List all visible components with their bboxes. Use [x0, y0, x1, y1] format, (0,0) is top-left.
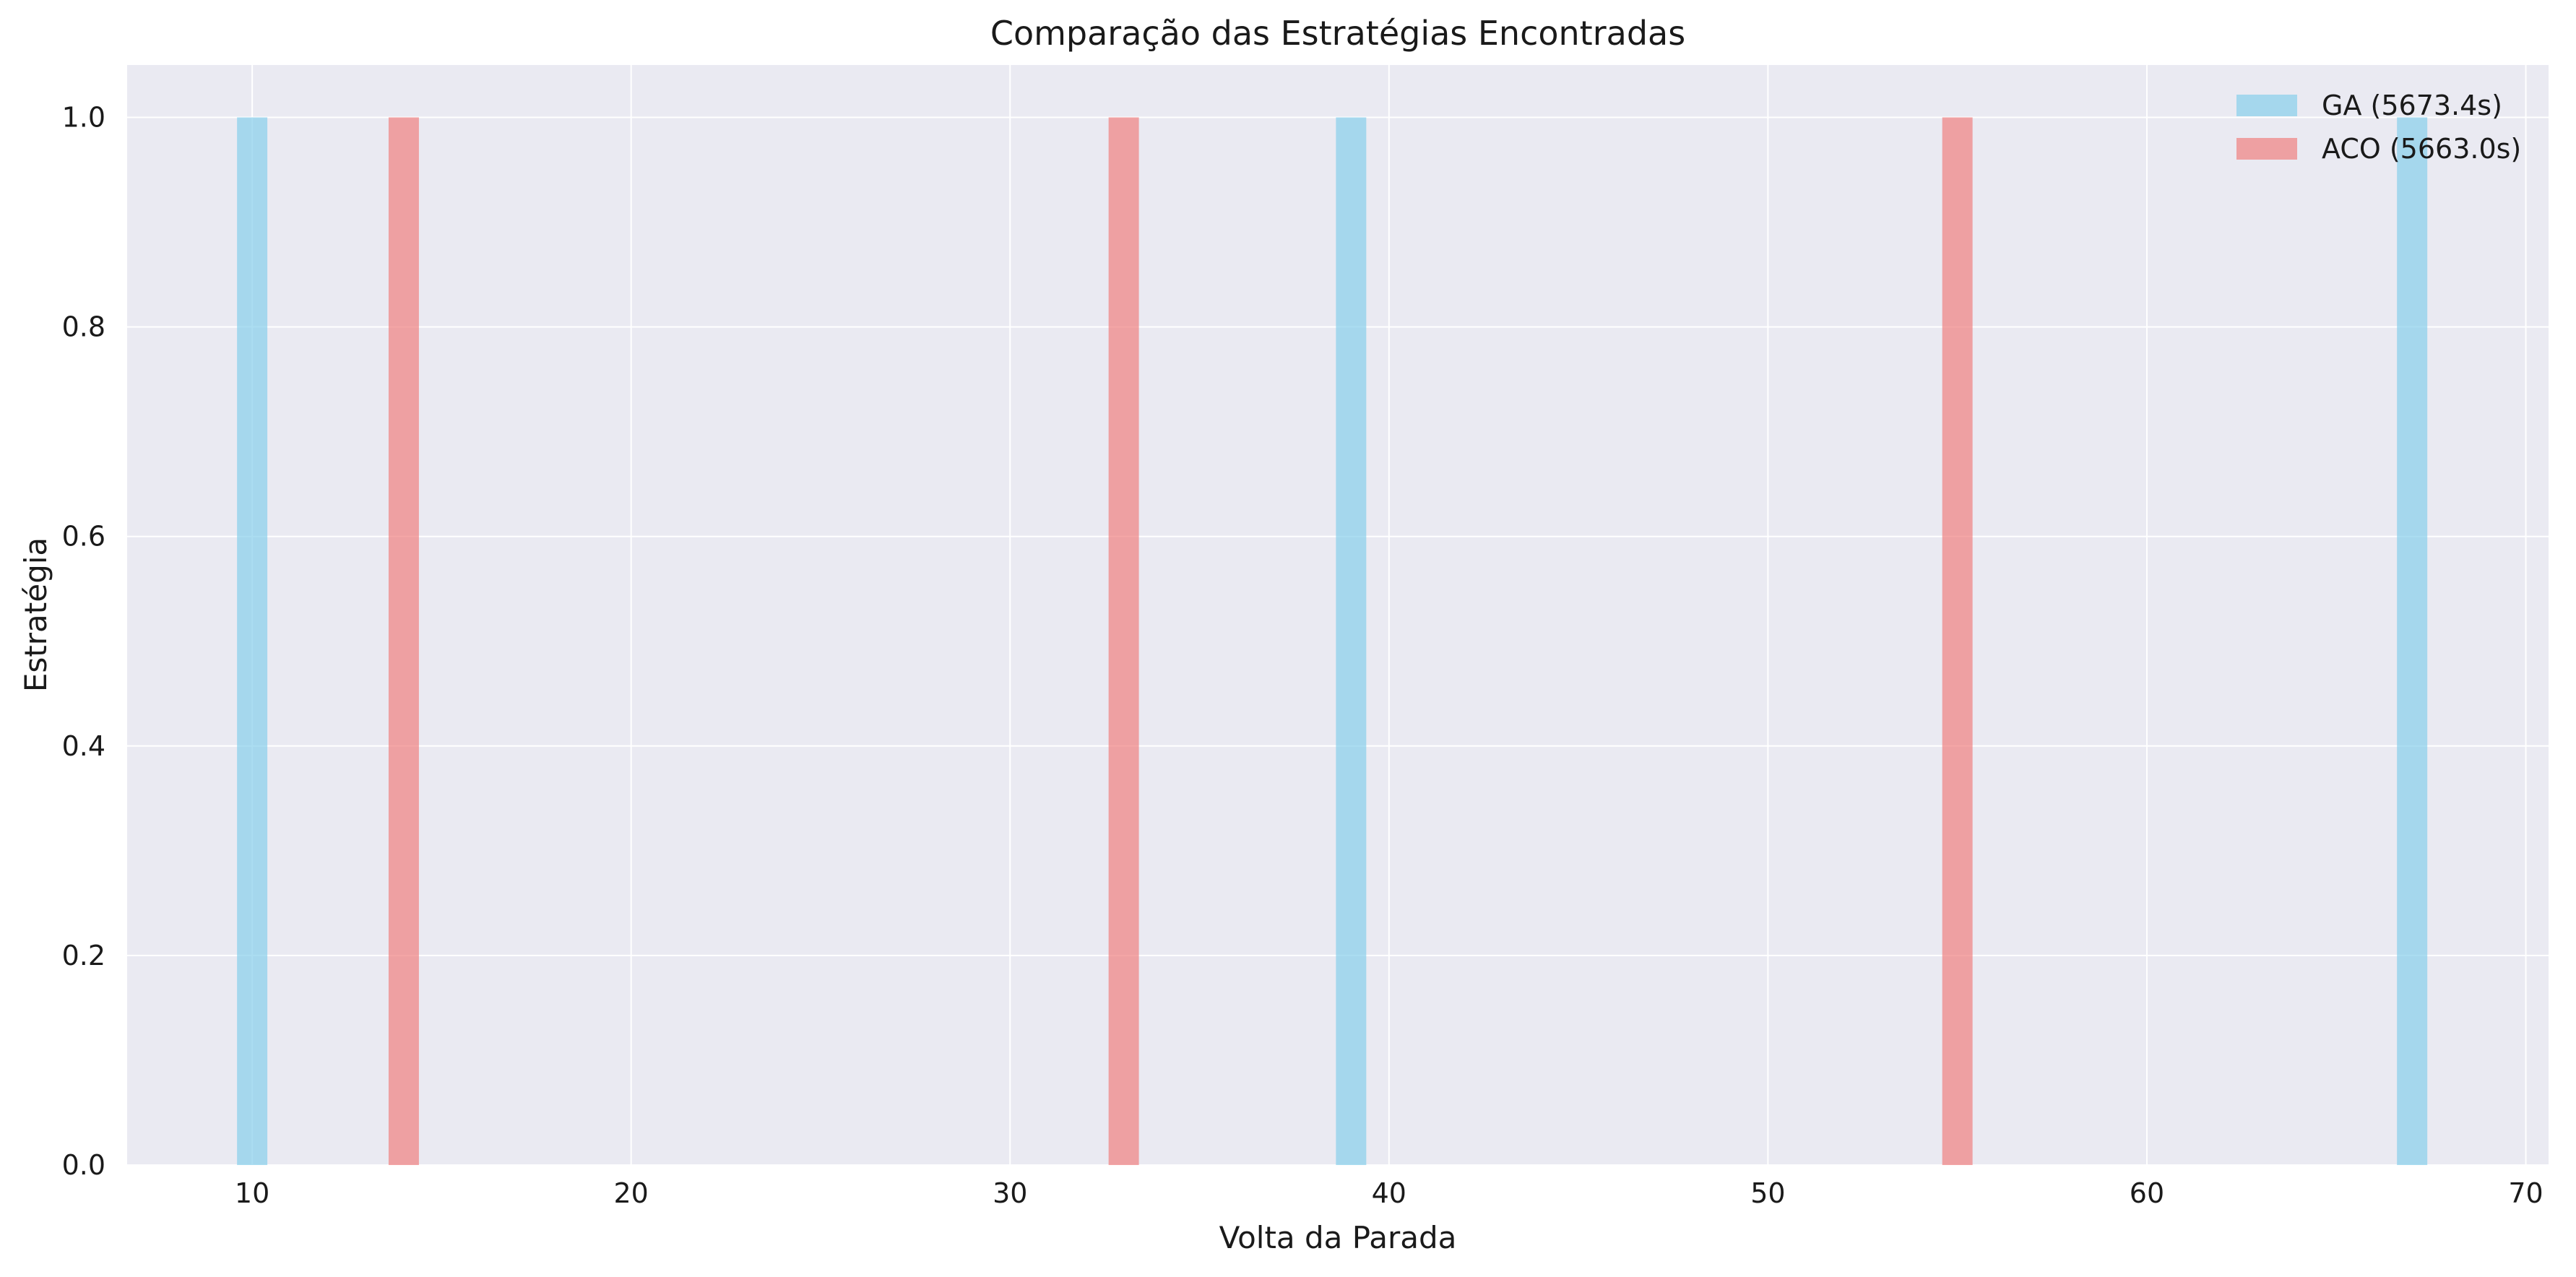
legend-swatch-aco: [2236, 138, 2297, 160]
x-tick-label: 10: [235, 1177, 269, 1209]
y-tick-label: 0.8: [62, 311, 105, 343]
aco-bar: [1108, 117, 1139, 1165]
x-tick-label: 70: [2508, 1177, 2543, 1209]
x-tick-label: 40: [1372, 1177, 1406, 1209]
x-tick-label: 20: [613, 1177, 648, 1209]
y-tick-label: 0.4: [62, 730, 105, 762]
ga-bar: [2397, 117, 2428, 1165]
legend-label-ga: GA (5673.4s): [2322, 90, 2502, 121]
x-axis-ticks: 10 20 30 40 50 60 70: [235, 1177, 2543, 1209]
x-tick-label: 30: [993, 1177, 1027, 1209]
y-axis-ticks: 0.0 0.2 0.4 0.6 0.8 1.0: [62, 102, 105, 1181]
x-tick-label: 60: [2130, 1177, 2164, 1209]
ga-bar: [237, 117, 268, 1165]
y-axis-label: Estratégia: [18, 537, 53, 692]
ga-bar: [1336, 117, 1367, 1165]
y-tick-label: 1.0: [62, 102, 105, 134]
aco-bar: [388, 117, 419, 1165]
chart-title: Comparação das Estratégias Encontradas: [990, 14, 1685, 53]
legend-label-aco: ACO (5663.0s): [2322, 133, 2521, 165]
x-tick-label: 50: [1750, 1177, 1785, 1209]
legend-swatch-ga: [2236, 95, 2297, 116]
legend: GA (5673.4s) ACO (5663.0s): [2236, 90, 2521, 165]
bars: [237, 117, 2428, 1165]
y-tick-label: 0.6: [62, 521, 105, 553]
y-tick-label: 0.0: [62, 1149, 105, 1181]
aco-bar: [1942, 117, 1973, 1165]
x-axis-label: Volta da Parada: [1219, 1220, 1457, 1255]
y-tick-label: 0.2: [62, 940, 105, 971]
